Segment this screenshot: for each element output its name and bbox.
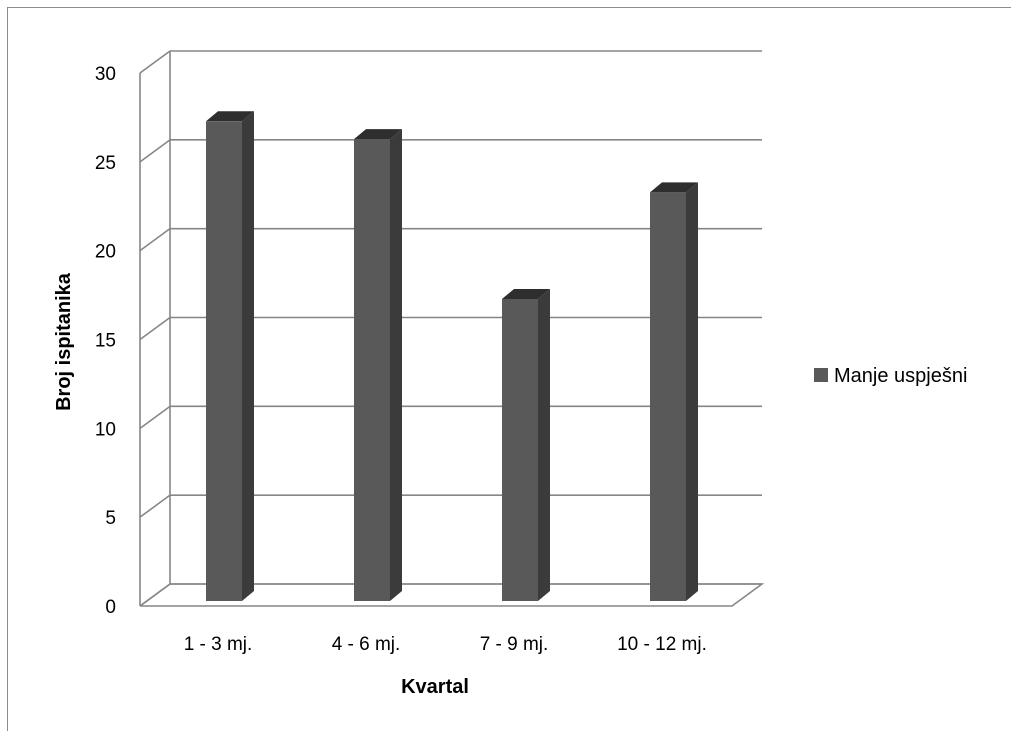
x-axis-title: Kvartal — [401, 676, 469, 698]
bar — [650, 182, 698, 601]
y-tick-label: 25 — [95, 153, 116, 174]
y-tick-label: 15 — [95, 331, 116, 352]
y-tick-label: 10 — [95, 419, 116, 440]
y-tick-label: 0 — [105, 597, 116, 618]
bar-top — [206, 111, 254, 122]
bar-front — [206, 121, 242, 602]
gridline-side — [139, 316, 171, 341]
bar-top — [354, 129, 402, 140]
x-tick-label: 10 - 12 mj. — [617, 634, 707, 655]
bar-top — [502, 288, 550, 299]
bar-front — [650, 192, 686, 601]
bar — [206, 111, 254, 602]
chart-frame — [7, 7, 1011, 731]
bar — [354, 129, 402, 602]
y-tick-label: 20 — [95, 242, 116, 263]
bar-side — [538, 288, 550, 601]
bar-side — [686, 182, 698, 601]
legend-swatch — [814, 368, 828, 382]
y-axis-title: Broj ispitanika — [53, 272, 75, 411]
legend: Manje uspješni — [814, 365, 967, 387]
y-tick-label: 30 — [95, 64, 116, 85]
x-tick-label: 7 - 9 mj. — [480, 634, 549, 655]
x-tick-label: 1 - 3 mj. — [184, 634, 253, 655]
bar — [502, 288, 550, 601]
gridline-side — [139, 139, 171, 163]
bar-top — [650, 182, 698, 193]
bar-front — [502, 298, 538, 601]
bars — [206, 111, 698, 602]
bar-front — [354, 139, 390, 602]
gridline-side — [139, 50, 171, 74]
y-tick-labels: 0 5 10 15 20 25 30 — [95, 64, 116, 618]
legend-label: Manje uspješni — [834, 365, 967, 387]
x-tick-labels: 1 - 3 mj. 4 - 6 mj. 7 - 9 mj. 10 - 12 mj. — [184, 634, 707, 655]
gridline-side — [139, 228, 171, 252]
axes — [139, 51, 765, 607]
floor — [139, 583, 765, 607]
bar-side — [390, 129, 402, 602]
bar-side — [242, 111, 254, 602]
x-tick-label: 4 - 6 mj. — [332, 634, 401, 655]
y-tick-label: 5 — [105, 508, 116, 529]
gridline-side — [139, 494, 171, 518]
gridline-side — [139, 405, 171, 429]
